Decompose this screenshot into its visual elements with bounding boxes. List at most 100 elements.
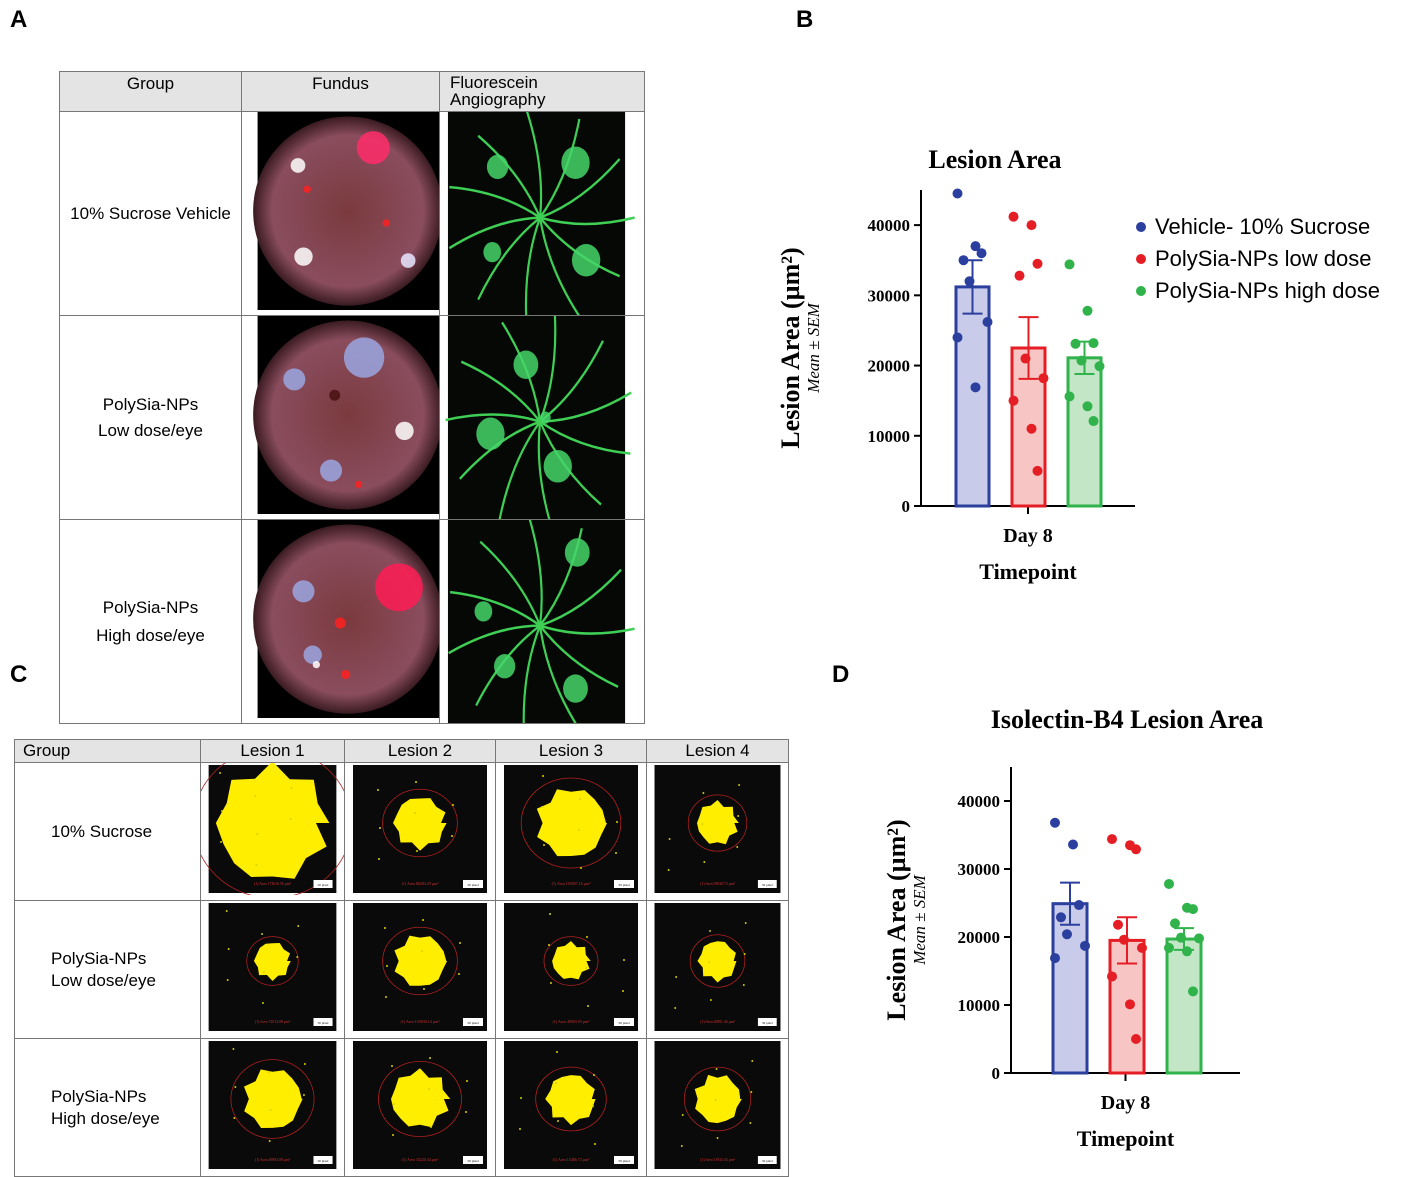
scale-label: 50 pixel <box>467 1159 478 1163</box>
panel-label-b: B <box>796 6 814 33</box>
lesion-image: (1) Area 49883.08 µm² 50 pixel <box>200 1038 345 1177</box>
legend-marker <box>1136 286 1146 296</box>
header-lesion-4: Lesion 4 <box>646 739 789 763</box>
data-point <box>1088 416 1099 427</box>
group-label: PolySia-NPs Low dose/eye <box>14 900 201 1039</box>
table-row: PolySia-NPs High dose/eye (1) Area 49883.… <box>14 1038 789 1177</box>
group-label: PolySia-NPs High dose/eye <box>14 1038 201 1177</box>
group-label: 10% Sucrose <box>14 762 201 901</box>
panel-label-c: C <box>10 661 28 688</box>
scale-label: 50 pixel <box>762 883 773 887</box>
table-row: PolySia-NPs Low dose/eye (1) Area 72014.0… <box>14 900 789 1039</box>
lesion-photo: (1) Area 59038.73 µm² 50 pixel <box>654 765 781 893</box>
scale-label: 50 pixel <box>318 883 329 887</box>
fundus-photo <box>253 520 443 719</box>
lesion-photo: (1) Area 72014.08 µm² 50 pixel <box>208 903 337 1031</box>
data-point <box>982 317 993 328</box>
data-point <box>1056 912 1066 923</box>
header-group: Group <box>59 71 242 112</box>
y-axis-label: Lesion Area (µm²) <box>777 247 805 448</box>
angiography-image <box>439 314 645 530</box>
lesion-photo: (1) Area 49883.08 µm² 50 pixel <box>208 1041 337 1169</box>
y-tick-label: 0 <box>902 497 911 516</box>
data-point <box>1131 1034 1141 1044</box>
data-point <box>1020 353 1031 364</box>
data-point <box>1082 401 1093 412</box>
angiography-image <box>439 517 645 733</box>
y-tick-label: 30000 <box>958 860 1001 879</box>
lesion-photo: (1) Area 103907.16 µm² 50 pixel <box>504 765 638 893</box>
fundus-image <box>241 110 443 317</box>
data-point <box>958 255 969 266</box>
y-tick-label: 30000 <box>868 286 911 305</box>
y-axis-label: Lesion Area (µm²) <box>882 819 911 1020</box>
data-point <box>1076 355 1087 366</box>
lesion-image: (1) Area 20881.46 µm² 50 pixel <box>646 900 789 1039</box>
fundus-image <box>241 519 443 725</box>
lesion-photo: (1) Area 103030.14 µm² 50 pixel <box>353 903 487 1031</box>
data-point <box>964 276 975 287</box>
data-point <box>1094 361 1105 372</box>
data-point <box>952 332 963 343</box>
lesion-image: (1) Area 15486.73 µm² 50 pixel <box>495 1038 647 1177</box>
area-label: (1) Area 15486.73 µm² <box>553 1157 591 1162</box>
panel-label-a: A <box>10 6 28 33</box>
y-tick-label: 20000 <box>868 357 911 376</box>
table-row: PolySia-NPs Low dose/eye <box>59 314 645 530</box>
data-point <box>1062 929 1072 940</box>
header-fluorescein: Fluorescein Angiography <box>439 71 645 112</box>
data-point <box>1082 305 1093 316</box>
legend-marker <box>1136 254 1146 264</box>
data-point <box>1119 934 1129 945</box>
lesion-image: (1) Area 86284.29 µm² 50 pixel <box>344 762 496 901</box>
fundus-photo <box>253 316 443 515</box>
lesion-image: (1) Area 103907.16 µm² 50 pixel <box>495 762 647 901</box>
data-point <box>1026 423 1037 434</box>
x-tick-label: Day 8 <box>1003 525 1052 547</box>
data-point <box>1050 953 1060 964</box>
bar <box>1165 937 1203 1075</box>
data-point <box>1131 844 1141 855</box>
angiography-photo <box>447 109 635 326</box>
chart-title: Lesion Area <box>928 145 1061 174</box>
group-label: PolySia-NPs High dose/eye <box>59 519 242 725</box>
area-label: (1) Area 72014.08 µm² <box>255 1020 291 1024</box>
data-point <box>1170 918 1180 929</box>
data-point <box>1182 946 1192 957</box>
lesion-image: (1) Area 72014.08 µm² 50 pixel <box>200 900 345 1039</box>
panel-label-d: D <box>832 661 850 688</box>
data-point <box>1164 878 1174 889</box>
area-label: (1) Area 172616.56 µm² <box>254 882 292 886</box>
table-row: PolySia-NPs High dose/eye <box>59 517 645 733</box>
table-row: 10% Sucrose Vehicle <box>59 109 645 326</box>
bar <box>1066 356 1103 508</box>
area-label: (1) Area 59038.73 µm² <box>700 882 735 886</box>
area-label: (1) Area 103907.16 µm² <box>552 881 592 886</box>
data-point <box>1038 373 1049 384</box>
y-tick-label: 40000 <box>958 792 1001 811</box>
data-point <box>1137 942 1147 953</box>
header-group: Group <box>14 739 201 763</box>
scale-label: 50 pixel <box>318 1021 329 1025</box>
data-point <box>1008 395 1019 406</box>
isolectin-chart: Isolectin-B4 Lesion Area 0 10000 20000 30000… <box>882 705 1263 1151</box>
data-point <box>1014 270 1025 281</box>
lesion-image: (1) Area 103030.14 µm² 50 pixel <box>344 900 496 1039</box>
scale-label: 50 pixel <box>467 883 478 887</box>
area-label: (1) Area 20881.46 µm² <box>700 1020 735 1024</box>
group-label: 10% Sucrose Vehicle <box>59 110 242 317</box>
area-label: (1) Area 49883.08 µm² <box>255 1158 291 1162</box>
lesion-photo: (1) Area 20881.46 µm² 50 pixel <box>654 903 781 1031</box>
scale-label: 50 pixel <box>618 1159 629 1163</box>
lesion-image: (1) Area 49003.93 µm² 50 pixel <box>495 900 647 1039</box>
lesion-image: (1) Area 35220.34 µm² 50 pixel <box>344 1038 496 1177</box>
area-label: (1) Area 86284.29 µm² <box>402 881 440 886</box>
bar <box>1051 902 1089 1075</box>
lesion-photo: (1) Area 31932.43 µm² 50 pixel <box>654 1041 781 1169</box>
lesion-photo: (1) Area 86284.29 µm² 50 pixel <box>353 765 487 893</box>
data-point <box>1188 904 1198 915</box>
data-point <box>1008 211 1019 222</box>
scale-label: 50 pixel <box>618 1021 629 1025</box>
lesion-table-c: Group Lesion 1 Lesion 2 Lesion 3 Lesion … <box>14 739 789 1177</box>
y-axis-sublabel: Mean ± SEM <box>804 302 823 393</box>
